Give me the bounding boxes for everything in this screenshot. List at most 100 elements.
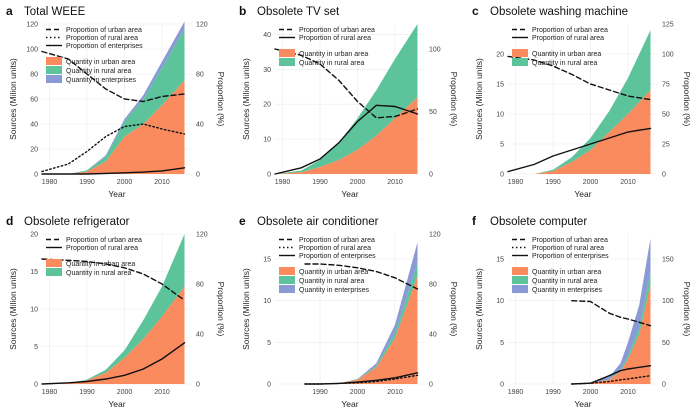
y-tick-label: 0 [267,382,271,389]
y2-tick-label: 125 [662,22,674,29]
y-tick-label: 10 [496,298,504,305]
y-tick-label: 15 [496,257,504,264]
legend-area-key [46,66,62,74]
line-proportion-of-urban-area [507,55,652,101]
legend-line-label: Proportion of urban area [532,237,608,244]
y-tick-label: 40 [263,32,271,39]
y-tick-label: 100 [26,47,38,54]
line-proportion-of-rural-area [41,123,186,173]
x-tick-label: 2000 [117,179,133,186]
y-tick-label: 10 [263,137,271,144]
y2-tick-label: 25 [662,142,670,149]
y-tick-label: 60 [30,97,38,104]
area-quantity-in-urban-area [305,275,418,384]
x-axis-label: Year [108,399,125,409]
y2-tick-label: 0 [662,172,666,179]
y-axis-label: Sources (Milion units) [8,58,18,140]
y-tick-label: 0 [500,382,504,389]
x-tick-label: 1990 [79,389,95,396]
y-tick-label: 10 [30,307,38,314]
y2-axis-label: Proportion (%) [682,282,692,337]
x-tick-label: 2010 [620,179,636,186]
y-tick-label: 30 [263,67,271,74]
y2-tick-label: 75 [662,82,670,89]
line-proportion-of-rural-area [571,374,652,385]
y2-axis-label: Proportion (%) [449,72,459,127]
legend-area-label: Quantity in urban area [532,269,601,276]
y-tick-label: 0 [34,382,38,389]
x-tick-label: 2000 [583,179,599,186]
panel-title: Total WEEE [24,6,86,18]
x-axis-label: Year [341,189,358,199]
panel-a: a Total WEEE 0 20 40 60 80 100 120 0 40 80 120 1980 19… [6,4,226,199]
line-proportion-of-urban-area [41,258,186,302]
y2-tick-label: 120 [196,232,208,239]
x-tick-label: 1980 [275,179,291,186]
y-tick-label: 20 [496,52,504,59]
x-tick-label: 1980 [508,389,524,396]
legend-line-label: Proportion of enterprises [66,43,143,50]
legend-area-label: Quantity in urban area [299,51,368,58]
y-tick-label: 5 [34,344,38,351]
panel-title: Obsolete washing machine [490,6,628,18]
legend-line-label: Proportion of rural area [532,35,604,42]
legend-area-key [279,49,295,57]
y-axis-label: Sources (Milion units) [241,58,251,140]
x-tick-label: 2000 [117,389,133,396]
y2-tick-label: 40 [429,332,437,339]
legend-area-label: Quantity in rural area [532,278,597,285]
panel-letter: f [472,214,477,228]
legend-area-key [512,58,528,66]
y2-axis-label: Proportion (%) [216,72,226,127]
y2-tick-label: 0 [429,382,433,389]
legend-area-key [46,57,62,65]
legend-line-label: Proportion of enterprises [299,253,376,260]
legend-line-label: Proportion of rural area [532,245,604,252]
x-tick-label: 1990 [312,389,328,396]
panel-title: Obsolete computer [490,216,587,228]
y2-tick-label: 80 [196,282,204,289]
legend-area-label: Quantity in rural area [299,60,364,67]
panel-letter: b [239,4,246,18]
area-quantity-in-rural-area [508,30,651,174]
legend-area-label: Quantity in rural area [532,60,597,67]
legend-area-label: Quantity in enterprises [66,77,137,84]
line-proportion-of-urban-area [274,48,419,119]
y-axis-label: Sources (Milion units) [474,58,484,140]
panel-title: Obsolete air conditioner [257,216,379,228]
panel-title: Obsolete TV set [257,6,340,18]
y2-tick-label: 0 [662,382,666,389]
y2-axis-label: Proportion (%) [682,72,692,127]
legend-area-key [512,49,528,57]
y-tick-label: 20 [30,232,38,239]
y2-tick-label: 40 [196,122,204,129]
panel-c: c Obsolete washing machine 0 5 10 15 20 0 25 50 75… [472,4,692,199]
panel-b: b Obsolete TV set 0 10 20 30 40 0 50 100 1980 1990 2… [239,4,459,199]
y2-tick-label: 150 [662,257,674,264]
y-axis-label: Sources (Milion units) [474,268,484,350]
legend-line-label: Proportion of rural area [66,245,138,252]
y-axis-label: Sources (Milion units) [241,268,251,350]
legend-area-key [512,267,528,275]
panel-title: Obsolete refrigerator [24,216,130,228]
legend-area-label: Quantity in enterprises [299,287,370,294]
y-tick-label: 20 [263,102,271,109]
legend-area-label: Quantity in urban area [66,59,135,66]
x-tick-label: 2000 [350,389,366,396]
panel-letter: e [239,214,246,228]
x-tick-label: 2000 [583,389,599,396]
area-quantity-in-urban-area [571,284,651,384]
legend-area-key [279,58,295,66]
y2-tick-label: 50 [662,340,670,347]
y-tick-label: 0 [500,172,504,179]
legend-area-key [279,276,295,284]
legend-area-key [279,267,295,275]
line-proportion-of-urban-area [571,299,652,327]
x-axis-label: Year [574,189,591,199]
area-quantity-in-rural-area [42,29,185,174]
y-tick-label: 5 [500,142,504,149]
y2-tick-label: 80 [429,282,437,289]
x-tick-label: 1990 [312,179,328,186]
area-quantity-in-urban-area [42,286,185,384]
